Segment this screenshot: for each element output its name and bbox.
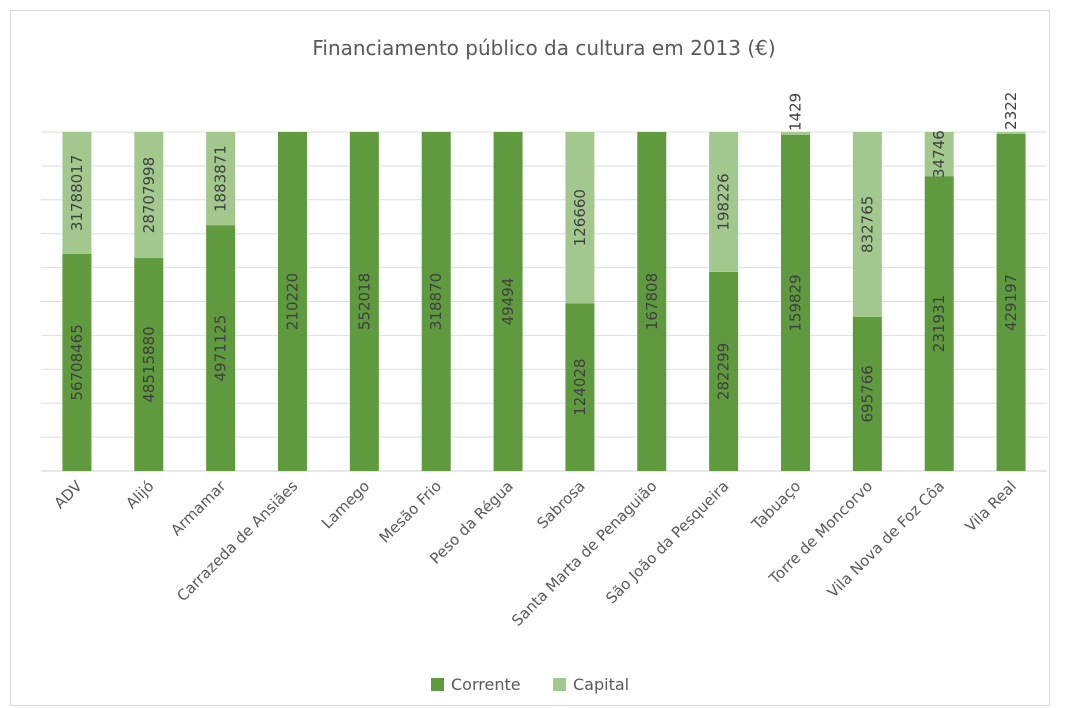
bar-corrente — [924, 176, 954, 472]
legend-label: Capital — [573, 675, 629, 694]
bar-capital — [924, 132, 954, 177]
data-label-corrente: 695766 — [858, 365, 876, 422]
category-label: Vila Nova de Foz Côa — [824, 477, 948, 601]
legend-label: Corrente — [451, 675, 521, 694]
data-label-capital: 198226 — [715, 173, 733, 230]
gridlines — [41, 131, 1047, 472]
bar-corrente — [709, 271, 739, 471]
data-label-capital: 28707998 — [140, 157, 158, 233]
data-label-corrente: 318870 — [427, 273, 445, 330]
chart-frame: Financiamento público da cultura em 2013… — [10, 10, 1050, 706]
bar-capital — [852, 132, 882, 317]
bar-capital — [134, 132, 164, 259]
legend-swatch — [553, 678, 566, 691]
bar-corrente — [62, 253, 92, 471]
bar-capital — [996, 132, 1026, 134]
category-label: ADV — [51, 477, 87, 513]
category-label: São João da Pesqueira — [602, 477, 732, 607]
data-label-corrente: 282299 — [715, 343, 733, 400]
category-label: Armamar — [167, 477, 230, 540]
chart-title: Financiamento público da cultura em 2013… — [312, 36, 775, 60]
data-label-corrente: 429197 — [1002, 274, 1020, 331]
bar-corrente — [852, 316, 882, 471]
data-label-capital: 126660 — [571, 189, 589, 246]
legend: Corrente Capital — [431, 675, 629, 694]
bar-corrente — [996, 133, 1026, 471]
bar-capital — [565, 132, 595, 304]
bar-corrente — [349, 132, 379, 471]
category-label: Sabrosa — [533, 477, 588, 532]
category-label: Alijó — [122, 477, 157, 512]
bar-corrente — [134, 258, 164, 471]
bar-corrente — [637, 132, 667, 471]
legend-swatch — [431, 678, 444, 691]
data-labels: 56708465 31788017 48515880 28707998 4971125 1… — [68, 92, 1020, 423]
data-label-capital: 1883871 — [212, 145, 230, 212]
data-label-corrente: 210220 — [284, 273, 302, 330]
category-label: Lamego — [318, 477, 373, 532]
bar-corrente — [278, 132, 307, 471]
data-label-corrente: 124028 — [571, 359, 589, 416]
data-label-corrente: 56708465 — [68, 324, 86, 400]
category-label: Mesão Frio — [376, 477, 445, 546]
data-label-corrente: 552018 — [355, 273, 373, 330]
category-label: Santa Marta de Penaguião — [508, 477, 661, 630]
category-label: Vila Real — [962, 477, 1020, 535]
data-label-corrente: 231931 — [930, 295, 948, 352]
data-label-corrente: 48515880 — [140, 326, 158, 402]
data-label-capital: 1429 — [787, 93, 805, 131]
bar-corrente — [781, 135, 810, 471]
data-label-capital: 31788017 — [68, 155, 86, 231]
data-label-capital: 34746 — [930, 130, 948, 178]
bar-corrente — [421, 132, 451, 471]
bar-capital — [709, 132, 739, 272]
data-label-corrente: 159829 — [787, 274, 805, 331]
bar-capital — [206, 132, 236, 226]
bar-corrente — [565, 303, 595, 471]
bars — [62, 132, 1026, 472]
data-label-capital: 832765 — [858, 196, 876, 253]
bar-corrente — [493, 132, 523, 471]
bar-corrente — [206, 225, 236, 471]
bar-capital — [781, 132, 810, 136]
data-label-corrente: 167808 — [643, 273, 661, 330]
chart-svg: Financiamento público da cultura em 2013… — [41, 36, 1047, 694]
data-label-capital: 2322 — [1002, 92, 1020, 130]
category-label: Carrazeda de Ansiães — [173, 477, 301, 605]
category-label: Tabuaço — [747, 477, 804, 534]
data-label-corrente: 49494 — [499, 278, 517, 326]
data-label-corrente: 4971125 — [212, 315, 230, 382]
bar-capital — [62, 132, 92, 254]
